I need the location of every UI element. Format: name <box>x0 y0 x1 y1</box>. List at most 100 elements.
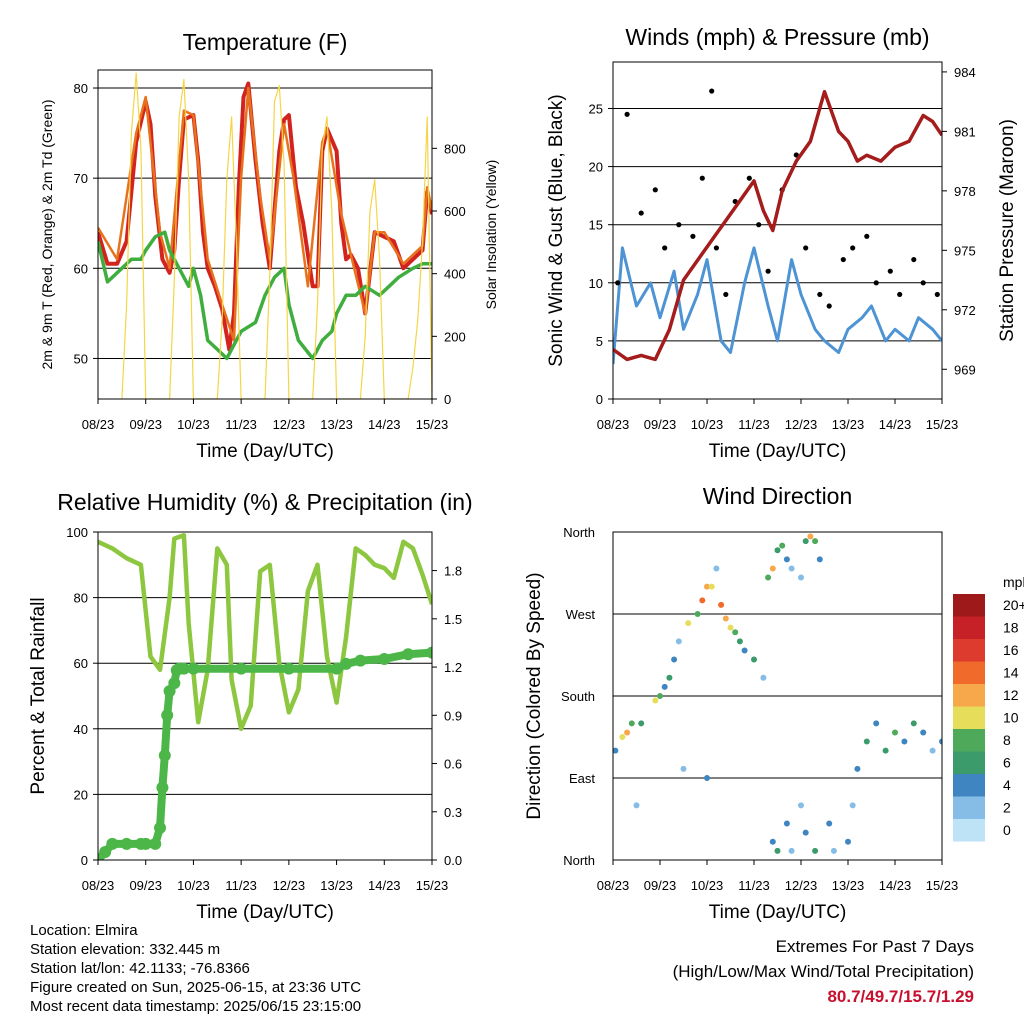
direction-point <box>704 775 710 781</box>
direction-point <box>661 683 668 690</box>
direction-point <box>769 565 776 572</box>
x-tick-label: 08/23 <box>597 878 630 893</box>
precip-point <box>98 854 104 860</box>
gust-point <box>746 175 752 181</box>
x-tick-label: 08/23 <box>597 417 630 432</box>
y-tick-label: 25 <box>589 101 603 116</box>
legend-swatch <box>953 639 985 662</box>
direction-point <box>613 747 619 754</box>
direction-point <box>783 820 790 827</box>
gust-point <box>817 291 823 298</box>
y-tick-label: 0 <box>596 392 603 407</box>
x-tick-label: 10/23 <box>691 878 724 893</box>
y-tick-label: West <box>566 607 596 622</box>
x-tick-label: 10/23 <box>177 878 210 893</box>
direction-point <box>774 847 781 854</box>
direction-point <box>736 638 743 645</box>
direction-point <box>788 565 795 572</box>
direction-point <box>920 729 927 736</box>
temperature-plot-area <box>98 72 432 399</box>
x-tick-label: 15/23 <box>926 417 959 432</box>
temp_2m-line <box>98 86 432 342</box>
direction-point <box>802 829 809 836</box>
gust-point <box>638 210 644 216</box>
gust-point <box>676 222 682 228</box>
recent-text: Most recent data timestamp: 2025/06/15 2… <box>30 998 362 1015</box>
y-tick-label: 0 <box>81 853 88 868</box>
direction-point <box>657 693 663 699</box>
x-tick-label: 08/23 <box>82 417 115 432</box>
location-text: Location: Elmira <box>30 922 138 939</box>
y-tick-label: 5 <box>596 334 603 349</box>
y-tick-label: 70 <box>74 171 88 186</box>
extremes-subtitle: (High/Low/Max Wind/Total Precipitation) <box>672 962 974 981</box>
solar-line <box>121 72 432 399</box>
y2-tick-label: 1.5 <box>444 612 462 627</box>
direction-point <box>802 538 809 545</box>
gust-point <box>920 280 926 286</box>
direction-point <box>779 542 786 549</box>
gust-point <box>911 256 917 263</box>
created-text: Figure created on Sun, 2025-06-15, at 23… <box>30 979 362 996</box>
direction-point <box>812 538 819 545</box>
direction-point <box>619 734 626 740</box>
x-tick-label: 13/23 <box>320 417 353 432</box>
legend-swatch <box>953 796 985 819</box>
legend-swatch <box>953 661 985 684</box>
legend-swatch <box>953 616 985 639</box>
direction-point <box>892 729 898 736</box>
y2-tick-label: 1.8 <box>444 564 462 579</box>
legend-label: 12 <box>1003 687 1019 703</box>
direction-point <box>732 629 739 636</box>
y2-tick-label: 972 <box>954 303 976 318</box>
direction-point <box>788 847 795 854</box>
direction-point <box>910 720 917 727</box>
wind_direction-title: Wind Direction <box>703 483 853 509</box>
direction-point <box>849 802 856 809</box>
y2-tick-label: 0.0 <box>444 853 462 868</box>
x-tick-label: 15/23 <box>926 878 959 893</box>
y-tick-label: North <box>563 525 595 540</box>
y-tick-label: 60 <box>74 261 88 276</box>
gust-point <box>662 245 668 251</box>
x-tick-label: 15/23 <box>416 417 449 432</box>
gust-point <box>709 88 715 94</box>
legend-label: 6 <box>1003 755 1011 771</box>
direction-point <box>798 802 804 809</box>
wind_direction-xlabel: Time (Day/UTC) <box>709 902 847 923</box>
x-tick-label: 11/23 <box>225 878 257 893</box>
x-tick-label: 09/23 <box>129 878 162 893</box>
gust-point <box>690 233 696 239</box>
latlon-text: Station lat/lon: 42.1133; -76.8366 <box>30 960 250 977</box>
gust-point <box>864 233 870 239</box>
direction-point <box>812 847 819 854</box>
direction-point <box>638 720 645 727</box>
precip-point <box>99 845 112 858</box>
gust-point <box>699 175 705 181</box>
wind_direction-ylabel: Direction (Colored By Speed) <box>524 572 545 819</box>
legend-swatch <box>953 594 985 617</box>
temperature-ylabel: 2m & 9m T (Red, Orange) & 2m Td (Green) <box>39 100 55 370</box>
precip-point <box>168 677 181 690</box>
humidity-plot-area <box>98 533 432 860</box>
y-tick-label: 10 <box>589 276 603 291</box>
x-tick-label: 13/23 <box>320 878 353 893</box>
x-tick-label: 12/23 <box>785 878 818 893</box>
y2-tick-label: 0.6 <box>444 757 462 772</box>
direction-point <box>741 647 748 654</box>
y2-tick-label: 800 <box>444 141 466 156</box>
precip-point <box>340 657 353 670</box>
precip-point <box>282 662 295 675</box>
direction-point <box>774 547 781 554</box>
legend-label: 0 <box>1003 822 1011 838</box>
x-tick-label: 10/23 <box>691 417 724 432</box>
gust-point <box>840 256 846 263</box>
direction-point <box>751 656 757 663</box>
x-tick-label: 11/23 <box>738 878 770 893</box>
direction-point <box>807 533 814 540</box>
gust-point <box>897 291 903 298</box>
x-tick-label: 14/23 <box>368 878 401 893</box>
x-tick-label: 09/23 <box>644 417 677 432</box>
x-tick-label: 12/23 <box>785 417 818 432</box>
